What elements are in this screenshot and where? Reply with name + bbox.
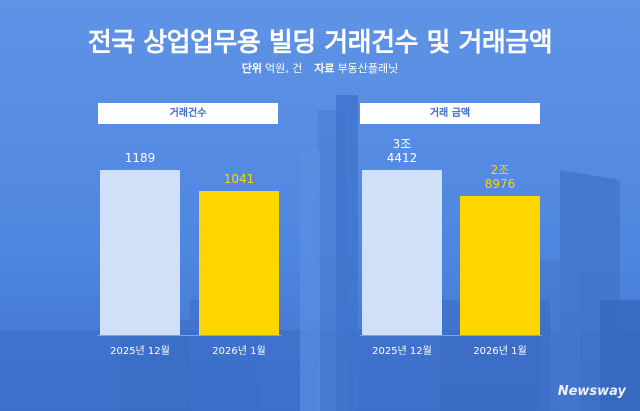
bar-0-1 [199, 190, 279, 335]
category-label-0-0: 2025년 12월 [110, 346, 170, 357]
chart-title: 전국 상업업무용 빌딩 거래건수 및 거래금액 [87, 28, 553, 58]
value-label-0-0: 1189 [124, 151, 156, 165]
source-label: 자료 [314, 62, 335, 75]
category-label-0-1: 2026년 1월 [212, 346, 266, 357]
value-label-0-1: 1041 [223, 171, 255, 186]
panel-baseline-1 [360, 335, 542, 336]
newsway-watermark: Newsway [557, 384, 626, 399]
unit-label: 단위 [241, 62, 262, 75]
panel-title-1: 거래 금액 [360, 103, 540, 124]
panel-baseline-0 [98, 335, 281, 336]
bar-0-0 [100, 170, 180, 335]
bar-1-1 [460, 196, 540, 335]
value-label-1-0: 3조 4412 [386, 137, 418, 165]
source-value: 부동산플래닛 [337, 62, 399, 75]
category-label-1-0: 2025년 12월 [372, 346, 432, 357]
bar-1-0 [362, 170, 442, 335]
value-label-1-1: 2조 8976 [484, 163, 516, 192]
unit-value: 억원, 건 [264, 62, 303, 75]
panel-title-0: 거래건수 [98, 103, 278, 124]
category-label-1-1: 2026년 1월 [473, 346, 527, 357]
chart-subtitle: 단위 억원, 건 자료 부동산플래닛 [0, 60, 640, 76]
